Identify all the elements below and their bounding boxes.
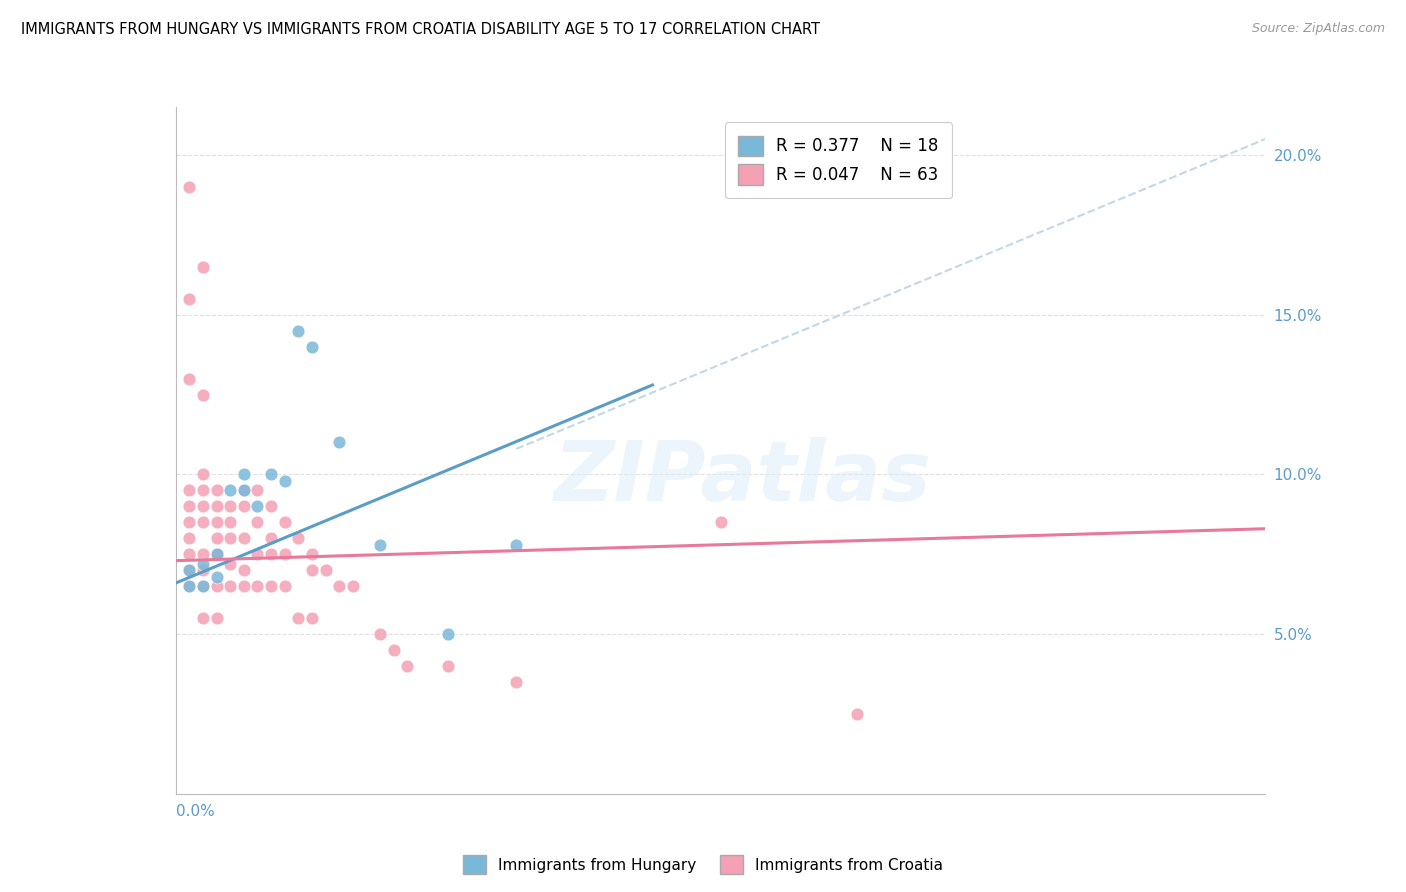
Point [260, 467, 283, 482]
Point [191, 516, 214, 530]
Point [205, 611, 228, 625]
Point [191, 483, 214, 498]
Point [191, 563, 214, 577]
Legend: R = 0.377    N = 18, R = 0.047    N = 63: R = 0.377 N = 18, R = 0.047 N = 63 [724, 122, 952, 198]
Point [232, 467, 254, 482]
Point [246, 483, 269, 498]
Point [845, 706, 868, 721]
Point [179, 579, 201, 593]
Point [205, 569, 228, 583]
Point [179, 579, 201, 593]
Point [219, 579, 242, 593]
Point [179, 292, 201, 306]
Point [179, 547, 201, 561]
Point [287, 531, 309, 545]
Point [179, 563, 201, 577]
Point [179, 516, 201, 530]
Point [328, 579, 350, 593]
Point [246, 547, 269, 561]
Point [191, 467, 214, 482]
Point [301, 563, 323, 577]
Point [205, 547, 228, 561]
Point [191, 557, 214, 571]
Point [260, 500, 283, 514]
Point [219, 531, 242, 545]
Point [382, 643, 405, 657]
Point [191, 547, 214, 561]
Point [287, 324, 309, 338]
Point [219, 557, 242, 571]
Point [191, 611, 214, 625]
Point [232, 531, 254, 545]
Point [232, 483, 254, 498]
Point [396, 659, 419, 673]
Point [710, 516, 733, 530]
Point [274, 474, 297, 488]
Text: IMMIGRANTS FROM HUNGARY VS IMMIGRANTS FROM CROATIA DISABILITY AGE 5 TO 17 CORREL: IMMIGRANTS FROM HUNGARY VS IMMIGRANTS FR… [21, 22, 820, 37]
Point [191, 387, 214, 401]
Point [179, 563, 201, 577]
Point [246, 500, 269, 514]
Point [246, 516, 269, 530]
Point [191, 579, 214, 593]
Point [260, 579, 283, 593]
Point [205, 531, 228, 545]
Point [232, 579, 254, 593]
Point [219, 500, 242, 514]
Point [205, 500, 228, 514]
Point [328, 435, 350, 450]
Point [232, 500, 254, 514]
Point [274, 579, 297, 593]
Point [191, 500, 214, 514]
Point [205, 547, 228, 561]
Point [260, 531, 283, 545]
Point [301, 340, 323, 354]
Point [342, 579, 364, 593]
Text: Source: ZipAtlas.com: Source: ZipAtlas.com [1251, 22, 1385, 36]
Point [437, 659, 460, 673]
Point [205, 483, 228, 498]
Point [179, 483, 201, 498]
Point [437, 627, 460, 641]
Legend: Immigrants from Hungary, Immigrants from Croatia: Immigrants from Hungary, Immigrants from… [457, 849, 949, 880]
Point [179, 500, 201, 514]
Point [232, 483, 254, 498]
Point [179, 180, 201, 194]
Point [219, 483, 242, 498]
Point [191, 579, 214, 593]
Point [205, 579, 228, 593]
Point [287, 611, 309, 625]
Point [179, 371, 201, 385]
Point [232, 563, 254, 577]
Point [205, 516, 228, 530]
Point [274, 516, 297, 530]
Point [191, 260, 214, 274]
Point [505, 538, 527, 552]
Point [219, 516, 242, 530]
Point [260, 547, 283, 561]
Point [301, 547, 323, 561]
Point [368, 538, 391, 552]
Point [301, 611, 323, 625]
Point [368, 627, 391, 641]
Text: ZIPatlas: ZIPatlas [554, 437, 931, 518]
Point [274, 547, 297, 561]
Point [315, 563, 337, 577]
Text: 0.0%: 0.0% [176, 805, 215, 819]
Point [246, 579, 269, 593]
Point [505, 675, 527, 690]
Point [179, 531, 201, 545]
